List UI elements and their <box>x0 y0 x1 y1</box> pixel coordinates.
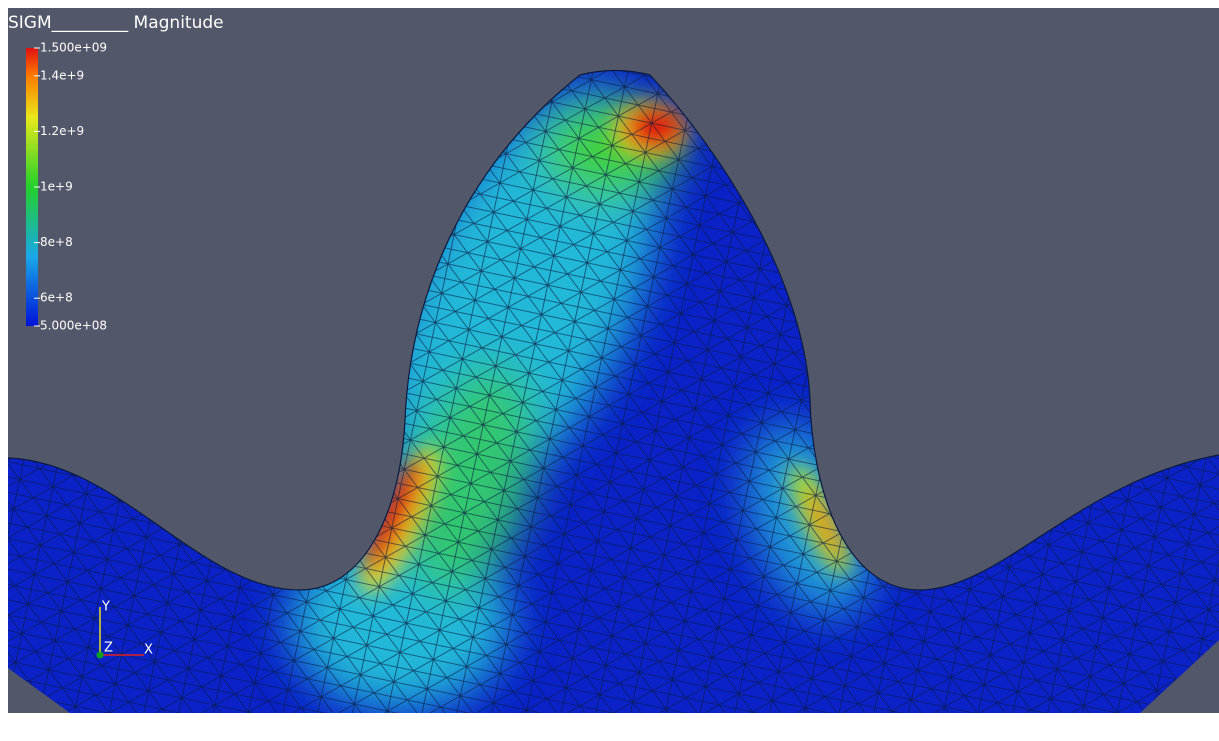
colorbar-tick-label: 5.000e+08 <box>40 319 107 333</box>
colorbar-tick-label: 1.500e+09 <box>40 41 107 55</box>
z-axis-dot <box>97 652 104 659</box>
y-axis-label: Y <box>101 600 110 615</box>
colorbar-tick-label: 6e+8 <box>40 291 73 305</box>
x-axis-label: X <box>144 643 153 658</box>
colorbar-title: SIGM_________ Magnitude <box>8 13 224 33</box>
colorbar-tick-label: 1.4e+9 <box>40 68 84 82</box>
colorbar-tick-label: 1.2e+9 <box>40 124 84 138</box>
z-axis-label: Z <box>104 641 113 656</box>
render-view: SIGM_________ Magnitude 1.500e+09 1.4e+9 1… <box>0 0 1219 741</box>
colorbar-tick-label: 1e+9 <box>40 180 73 194</box>
colorbar-tick-label: 8e+8 <box>40 235 73 249</box>
